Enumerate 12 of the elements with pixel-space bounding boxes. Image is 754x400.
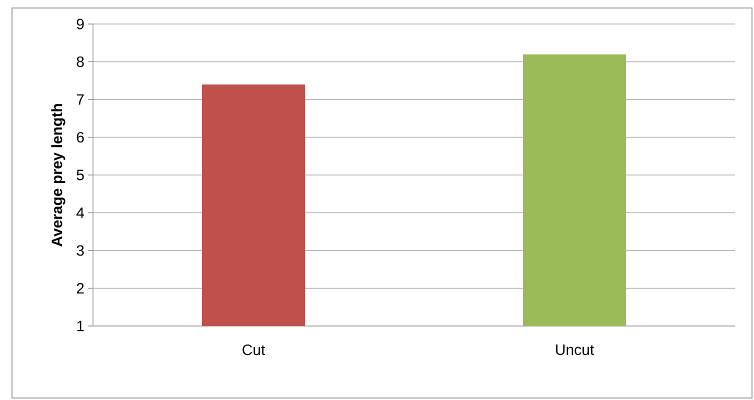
x-tick-label: Cut (242, 344, 266, 356)
y-tick-label: 6 (76, 132, 84, 143)
y-tick-label: 2 (76, 283, 84, 294)
y-tick-label: 4 (76, 208, 84, 218)
y-tick-label: 7 (76, 94, 84, 105)
y-tick-label: 8 (76, 56, 84, 68)
y-tick-label: 1 (77, 320, 84, 332)
y-tick-label: 5 (76, 170, 84, 180)
y-axis-title: Average prey length (51, 104, 66, 246)
y-tick-label: 9 (76, 18, 84, 30)
y-tick-label: 3 (76, 245, 84, 256)
x-tick-label: Uncut (556, 344, 594, 355)
